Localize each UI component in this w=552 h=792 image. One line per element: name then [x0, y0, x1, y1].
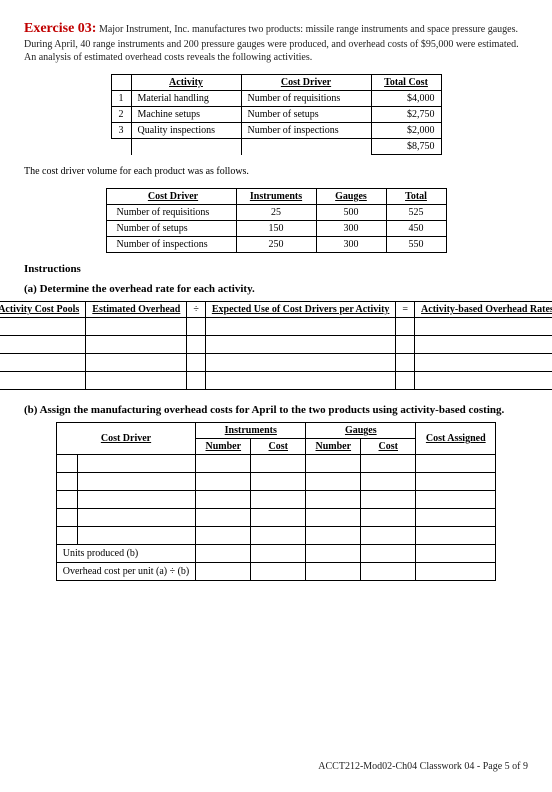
col-number: Number — [306, 439, 361, 455]
col-number: Number — [196, 439, 251, 455]
table-row — [0, 336, 552, 354]
col-driver: Cost Driver — [56, 423, 196, 455]
table-row — [56, 491, 496, 509]
col-gauges: Gauges — [316, 189, 386, 205]
table-row — [0, 354, 552, 372]
mid-text: The cost driver volume for each product … — [24, 165, 528, 178]
table-row: Number of setups150300450 — [106, 221, 446, 237]
table-row — [56, 473, 496, 491]
col-cost: Cost — [251, 439, 306, 455]
col-assigned: Cost Assigned — [416, 423, 496, 455]
overhead-rate-table: Activity Cost Pools Estimated Overhead ÷… — [0, 301, 552, 390]
table-row: Number of inspections250300550 — [106, 237, 446, 253]
col-instruments: Instruments — [196, 423, 306, 439]
col-divide: ÷ — [187, 302, 206, 318]
col-expected: Expected Use of Cost Drivers per Activit… — [205, 302, 396, 318]
table-row — [56, 455, 496, 473]
table-row: Units produced (b) — [56, 545, 496, 563]
table-row: Number of requisitions25500525 — [106, 205, 446, 221]
col-instruments: Instruments — [236, 189, 316, 205]
table-row: Overhead cost per unit (a) ÷ (b) — [56, 563, 496, 581]
table-row — [56, 509, 496, 527]
table-row: $8,750 — [111, 139, 441, 155]
exercise-label: Exercise 03: — [24, 21, 96, 36]
table-row: 1 Material handling Number of requisitio… — [111, 91, 441, 107]
table-row — [56, 527, 496, 545]
exercise-intro: Exercise 03: Major Instrument, Inc. manu… — [24, 20, 528, 64]
col-cost: Cost — [361, 439, 416, 455]
col-driver: Cost Driver — [241, 75, 371, 91]
table-row — [0, 372, 552, 390]
part-b: (b) Assign the manufacturing overhead co… — [24, 404, 528, 416]
table-row: 3 Quality inspections Number of inspecti… — [111, 123, 441, 139]
table-row: 2 Machine setups Number of setups $2,750 — [111, 107, 441, 123]
activity-cost-table: Activity Cost Driver Total Cost 1 Materi… — [111, 74, 442, 155]
driver-volume-table: Cost Driver Instruments Gauges Total Num… — [106, 188, 447, 253]
col-gauges: Gauges — [306, 423, 416, 439]
col-equals: = — [396, 302, 415, 318]
col-total: Total — [386, 189, 446, 205]
exercise-text: Major Instrument, Inc. manufactures two … — [24, 24, 519, 63]
instructions-label: Instructions — [24, 263, 528, 275]
col-total: Total Cost — [371, 75, 441, 91]
part-a: (a) Determine the overhead rate for each… — [24, 283, 528, 295]
col-driver: Cost Driver — [106, 189, 236, 205]
footer-text: ACCT212-Mod02-Ch04 Classwork 04 - Page 5… — [318, 761, 528, 772]
col-pools: Activity Cost Pools — [0, 302, 86, 318]
col-rates: Activity-based Overhead Rates — [415, 302, 552, 318]
cost-assignment-table: Cost Driver Instruments Gauges Cost Assi… — [56, 422, 497, 581]
col-activity: Activity — [131, 75, 241, 91]
page-footer: ACCT212-Mod02-Ch04 Classwork 04 - Page 5… — [24, 761, 528, 772]
col-estimated: Estimated Overhead — [86, 302, 187, 318]
table-row — [0, 318, 552, 336]
